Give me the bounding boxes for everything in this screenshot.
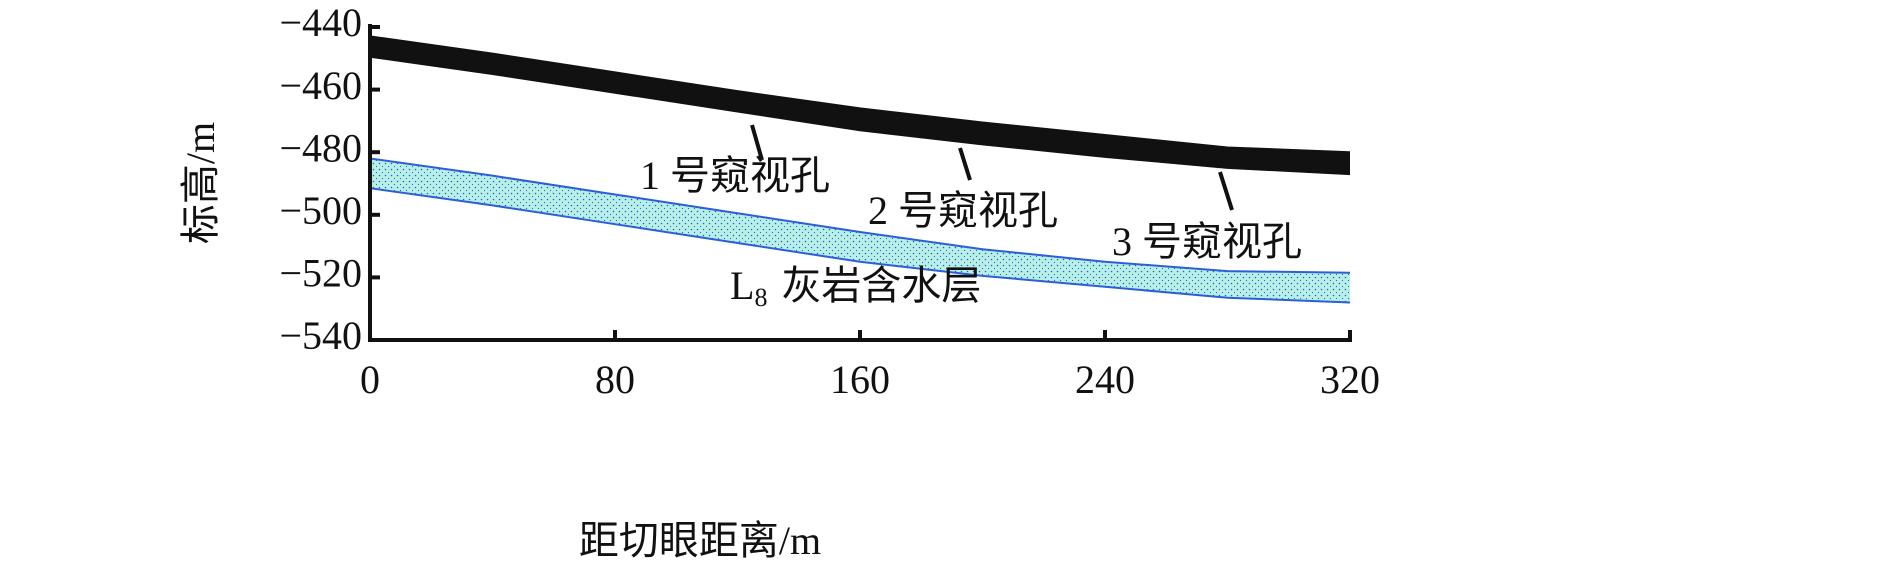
band-upper-edge (369, 157, 1351, 274)
x-tick-label: 320 (1320, 357, 1380, 402)
band-upper-edge (369, 35, 1351, 154)
leader-line (750, 124, 764, 161)
x-tick-label: 80 (595, 357, 635, 402)
x-tick-label: 240 (1075, 357, 1135, 402)
x-tick-label: 160 (830, 357, 890, 402)
x-tick-label: 0 (360, 357, 380, 402)
x-axis-label: 距切眼距离/m (579, 518, 821, 563)
y-tick-label: −440 (279, 0, 362, 45)
y-tick-label: −520 (279, 251, 362, 296)
y-tick-label: −540 (279, 313, 362, 358)
leader-line (1218, 171, 1234, 211)
y-tick-label: −480 (279, 125, 362, 170)
annotation: 1 号窥视孔 (640, 153, 830, 198)
band-fill (370, 36, 1350, 175)
leader-line (958, 147, 972, 181)
y-tick-label: −500 (279, 188, 362, 233)
annotation-label: L (730, 263, 754, 308)
y-axis-label: 标高/m (178, 122, 223, 244)
annotation-subscript: 8 (754, 283, 767, 312)
annotation-text: 灰岩含水层 (781, 263, 981, 308)
y-tick-label: −460 (279, 63, 362, 108)
annotation: L8 灰岩含水层 (730, 263, 981, 312)
annotation: 2 号窥视孔 (868, 188, 1058, 233)
band-lower-edge (369, 187, 1351, 304)
band-lower-edge (369, 55, 1351, 176)
annotation: 3 号窥视孔 (1112, 219, 1302, 264)
